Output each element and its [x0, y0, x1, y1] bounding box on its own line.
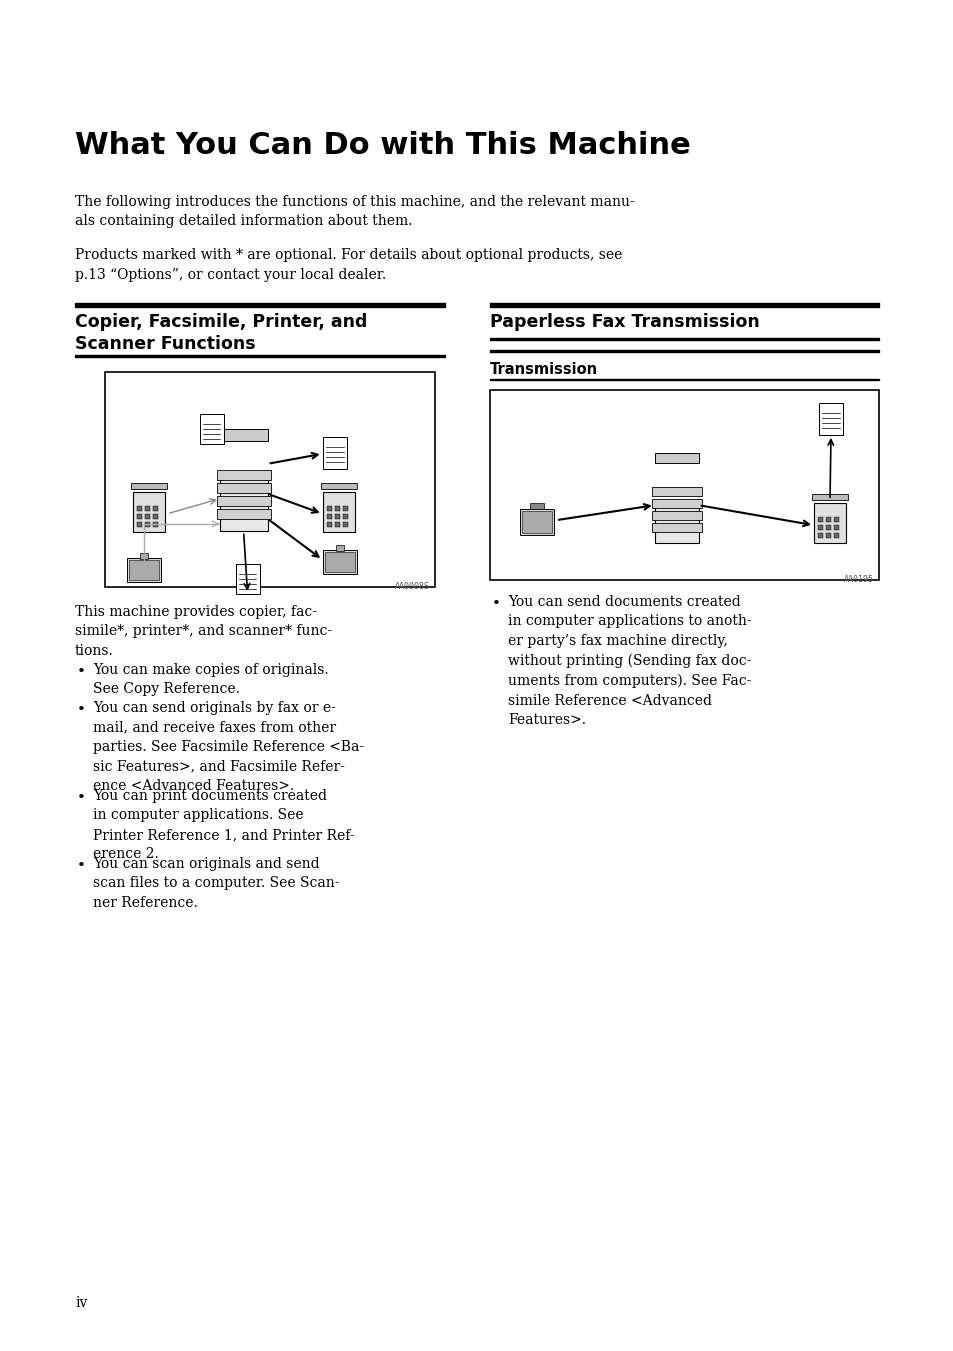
Text: You can send originals by fax or e-
mail, and receive faxes from other
parties. : You can send originals by fax or e- mail… [92, 701, 364, 793]
Bar [216, 509, 271, 519]
Bar [199, 415, 223, 444]
Bar [219, 480, 268, 531]
Bar [219, 430, 268, 442]
Text: •: • [77, 703, 86, 717]
Bar [322, 492, 355, 532]
Text: This machine provides copier, fac-
simile*, printer*, and scanner* func-
tions.: This machine provides copier, fac- simil… [75, 605, 332, 658]
Bar [132, 492, 165, 532]
Bar [817, 534, 822, 538]
Text: iv: iv [75, 1296, 88, 1310]
Bar [651, 499, 701, 508]
Bar [145, 521, 150, 527]
Bar [811, 494, 847, 500]
Bar [75, 354, 444, 357]
Bar [825, 526, 830, 530]
Bar [833, 534, 838, 538]
Bar [490, 338, 878, 340]
Bar [651, 511, 701, 520]
Text: Paperless Fax Transmission: Paperless Fax Transmission [490, 313, 759, 331]
Bar [335, 505, 339, 511]
Text: You can make copies of originals.
See Copy Reference.: You can make copies of originals. See Co… [92, 663, 328, 697]
Bar [818, 403, 842, 435]
Bar [129, 559, 159, 580]
Bar [521, 511, 552, 534]
Text: You can print documents created
in computer applications. See
Printer Reference : You can print documents created in compu… [92, 789, 355, 862]
Text: Products marked with * are optional. For details about optional products, see
p.: Products marked with * are optional. For… [75, 249, 621, 281]
Bar [833, 526, 838, 530]
Bar [326, 505, 332, 511]
Bar [654, 453, 698, 462]
Bar [335, 521, 339, 527]
Bar [152, 513, 158, 519]
Bar [320, 482, 356, 489]
Bar [817, 517, 822, 523]
Text: The following introduces the functions of this machine, and the relevant manu-
a: The following introduces the functions o… [75, 195, 634, 228]
Bar [216, 496, 271, 507]
Bar [813, 503, 845, 543]
Bar [342, 505, 347, 511]
Bar [326, 521, 332, 527]
Text: What You Can Do with This Machine: What You Can Do with This Machine [75, 131, 690, 159]
Text: •: • [492, 597, 500, 611]
Bar [530, 503, 543, 509]
Text: •: • [77, 665, 86, 680]
Bar [326, 513, 332, 519]
Text: Copier, Facsimile, Printer, and
Scanner Functions: Copier, Facsimile, Printer, and Scanner … [75, 313, 367, 353]
Bar [137, 513, 142, 519]
Bar [335, 544, 343, 551]
Bar [235, 563, 259, 594]
Bar [833, 517, 838, 523]
Bar [105, 372, 435, 586]
Text: •: • [77, 859, 86, 873]
Bar [825, 517, 830, 523]
Bar [145, 505, 150, 511]
Bar [131, 482, 167, 489]
Bar [342, 521, 347, 527]
Text: AA0008S: AA0008S [395, 582, 430, 590]
Bar [490, 378, 878, 380]
Bar [654, 500, 698, 543]
Bar [137, 505, 142, 511]
Text: •: • [77, 790, 86, 805]
Text: Transmission: Transmission [490, 362, 598, 377]
Bar [490, 350, 878, 353]
Bar [75, 303, 444, 307]
Bar [127, 558, 161, 582]
Bar [519, 509, 554, 535]
Bar [145, 513, 150, 519]
Bar [651, 523, 701, 532]
Bar [322, 550, 356, 574]
Bar [817, 526, 822, 530]
Text: You can scan originals and send
scan files to a computer. See Scan-
ner Referenc: You can scan originals and send scan fil… [92, 857, 339, 911]
Bar [825, 534, 830, 538]
Bar [324, 551, 355, 571]
Text: AA0195: AA0195 [843, 576, 873, 584]
Bar [651, 486, 701, 496]
Bar [152, 521, 158, 527]
Bar [137, 521, 142, 527]
Bar [490, 303, 878, 307]
Bar [152, 505, 158, 511]
Bar [140, 553, 148, 559]
Bar [216, 470, 271, 481]
Bar [322, 436, 346, 469]
Text: You can send documents created
in computer applications to anoth-
er party’s fax: You can send documents created in comput… [507, 594, 751, 727]
Bar [335, 513, 339, 519]
Bar [490, 390, 878, 580]
Bar [342, 513, 347, 519]
Bar [216, 484, 271, 493]
